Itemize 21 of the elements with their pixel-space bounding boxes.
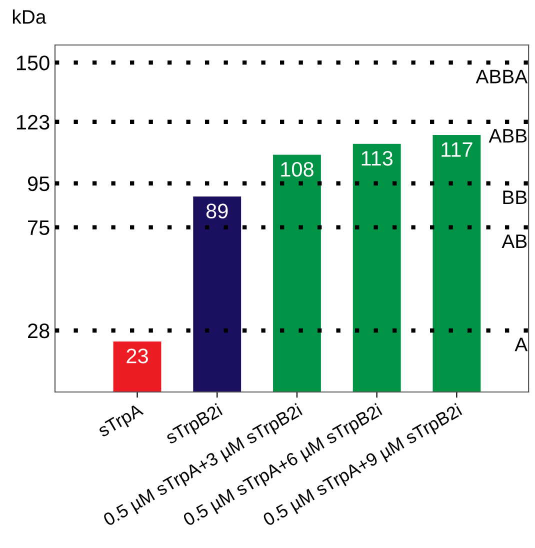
- data-label: 23: [126, 348, 148, 364]
- data-label: 117: [442, 142, 472, 157]
- bar: [113, 341, 162, 392]
- ref-line-label: BB: [503, 190, 527, 204]
- data-label: 108: [281, 162, 314, 177]
- bar: [352, 144, 401, 392]
- y-tick-label: 123: [16, 114, 50, 130]
- bar: [193, 196, 242, 392]
- data-label: 113: [362, 150, 393, 166]
- data-label: 89: [206, 204, 228, 218]
- y-tick-label: 150: [16, 56, 50, 70]
- bar: [273, 154, 321, 392]
- ref-line-label: ABBA: [476, 70, 528, 84]
- ref-line-label: ABB: [488, 129, 527, 143]
- y-tick-label: 75: [28, 220, 50, 236]
- y-tick-label: 28: [28, 324, 50, 338]
- ref-line-label: A: [514, 338, 528, 352]
- y-axis-title: kDa: [12, 10, 46, 24]
- bar: [432, 135, 481, 392]
- y-tick-label: 95: [28, 176, 50, 192]
- ref-line-label: AB: [502, 234, 527, 248]
